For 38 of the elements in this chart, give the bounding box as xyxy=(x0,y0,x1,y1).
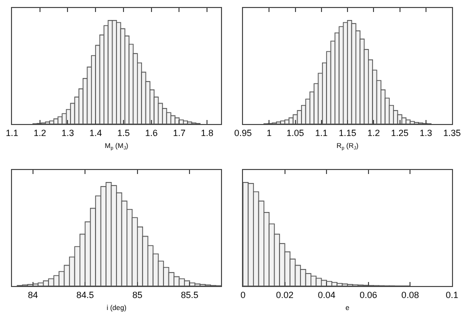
x-tick-label: 85.5 xyxy=(180,290,198,300)
x-tick-label: 84 xyxy=(28,290,38,300)
x-tick-label: 0.06 xyxy=(360,290,378,300)
bar xyxy=(288,117,294,124)
bar xyxy=(406,119,411,124)
x-tick-label: 1.3 xyxy=(420,128,432,138)
x-tick-label: 1.7 xyxy=(172,128,186,138)
x-tick-label: 1.2 xyxy=(367,128,380,138)
x-tick-label: 1.5 xyxy=(117,128,130,138)
bar xyxy=(58,116,63,124)
x-tick-label: 1.8 xyxy=(200,128,214,138)
x-tick-label: 1.3 xyxy=(61,128,74,138)
x-tick-label: 0 xyxy=(240,290,246,300)
x-tick-label: 1.6 xyxy=(145,128,158,138)
bar xyxy=(116,22,122,124)
bar xyxy=(347,20,352,124)
x-tick-label: 85 xyxy=(132,290,142,300)
x-tick-label: 1.2 xyxy=(34,128,46,138)
x-tick-label: 84.5 xyxy=(76,290,94,300)
x-tick-label: 1.35 xyxy=(443,128,461,138)
bar xyxy=(280,120,286,124)
bar xyxy=(410,121,415,124)
bar xyxy=(49,120,54,124)
x-tick-label: 0.95 xyxy=(234,128,252,138)
x-tick-label: 1 xyxy=(266,128,272,138)
bar xyxy=(338,26,344,124)
bar xyxy=(38,282,44,286)
x-tick-label: 1.1 xyxy=(315,128,328,138)
x-tick-label: 0.08 xyxy=(401,290,419,300)
x-tick-label: 1.15 xyxy=(338,128,356,138)
x-tick-label: 1.4 xyxy=(89,128,102,138)
x-tick-label: 1.25 xyxy=(390,128,409,138)
x-tick-label: 0.04 xyxy=(318,290,336,300)
x-tick-label: 1.05 xyxy=(286,128,304,138)
x-tick-label: 0.1 xyxy=(446,290,458,300)
x-tick-label: 1.1 xyxy=(6,128,18,138)
bar xyxy=(108,20,113,124)
x-tick-label: 0.02 xyxy=(276,290,294,300)
